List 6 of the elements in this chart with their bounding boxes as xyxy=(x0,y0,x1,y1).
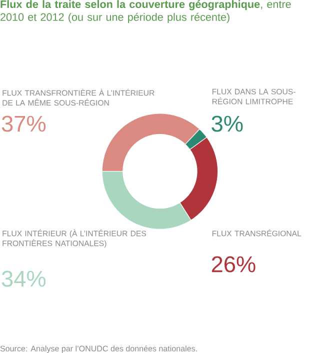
data-label: 3% xyxy=(212,116,243,132)
chart-title: Flux de la traite selon la couverture géographique, entre 2010 et 2012 (ou sur une période plus récente) xyxy=(0,0,291,24)
data-label: 37% xyxy=(2,116,46,132)
source-note: Source: Analyse par l’ONUDC des données nationales. xyxy=(0,345,197,353)
data-label: 26% xyxy=(212,256,256,272)
data-label: 34% xyxy=(2,270,46,287)
